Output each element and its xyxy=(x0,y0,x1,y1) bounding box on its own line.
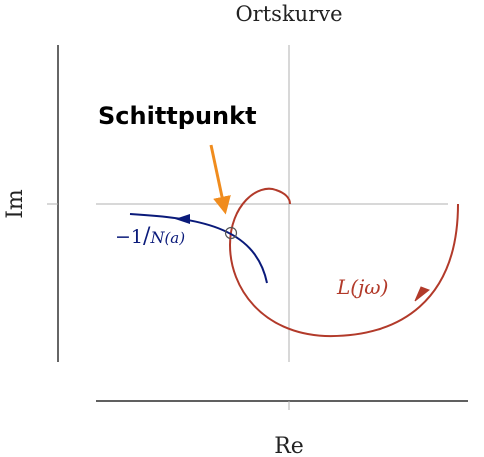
describing-label-minus: −1 xyxy=(115,226,143,248)
nyquist-label-omega: ω xyxy=(364,275,380,299)
describing-curve-label: −1/N(a) xyxy=(115,224,185,249)
y-axis-label: Im xyxy=(3,189,28,219)
describing-label-n: N xyxy=(149,228,165,247)
x-axis-label: Re xyxy=(274,434,304,457)
callout-arrow xyxy=(209,144,231,215)
nyquist-label-part: L(j xyxy=(336,275,364,299)
intersection-marker xyxy=(224,226,238,240)
describing-direction-arrow xyxy=(175,214,190,224)
describing-label-slash: / xyxy=(143,224,151,249)
nyquist-curve-label: L(jω) xyxy=(336,275,388,299)
nyquist-direction-arrow xyxy=(414,286,431,302)
nyquist-label-close: ) xyxy=(380,275,389,299)
describing-function-curve xyxy=(129,213,268,284)
diagram-title: Ortskurve xyxy=(235,2,342,26)
describing-label-a: (a) xyxy=(164,229,185,247)
intersection-callout-label: Schittpunkt xyxy=(98,102,257,130)
nyquist-curve xyxy=(228,187,459,338)
